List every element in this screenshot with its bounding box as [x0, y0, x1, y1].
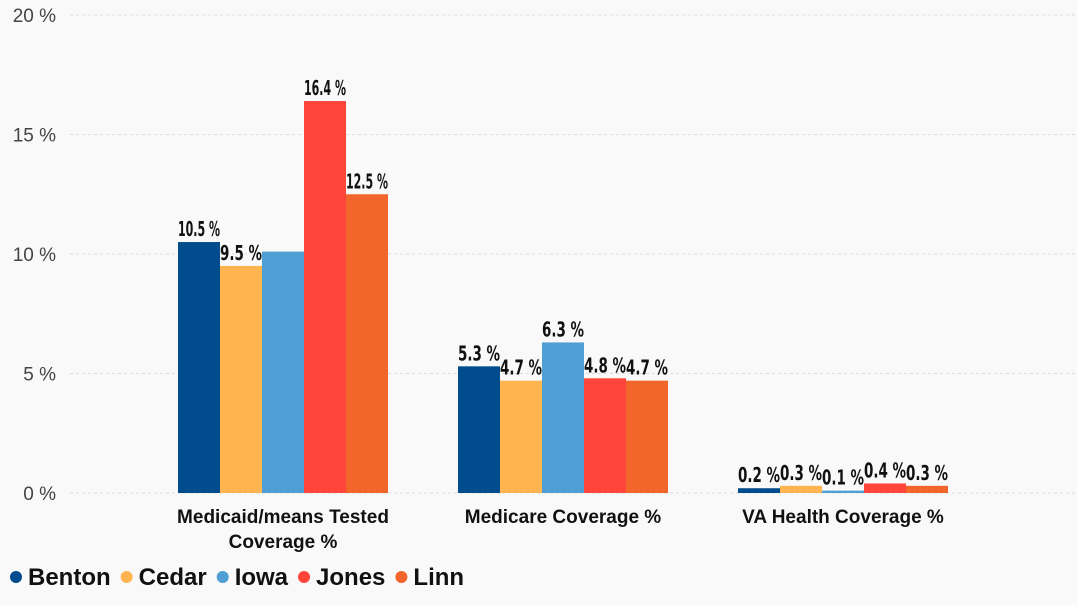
category-label: VA Health Coverage %	[742, 507, 944, 528]
legend-marker-benton	[10, 571, 22, 583]
legend-label-benton: Benton	[28, 564, 111, 591]
data-label: 16.4 %	[304, 76, 346, 100]
data-label: 4.8 %	[584, 353, 626, 377]
data-label: 0.3 %	[906, 461, 948, 485]
bar-iowa	[262, 251, 304, 493]
legend-label-iowa: Iowa	[235, 564, 289, 591]
bar-linn	[626, 380, 668, 493]
y-tick-label: 10 %	[13, 245, 56, 266]
category-label: Medicaid/means Tested	[177, 507, 389, 528]
data-label: 6.3 %	[542, 317, 584, 341]
category-label: Medicare Coverage %	[465, 507, 662, 528]
bar-linn	[906, 485, 948, 493]
legend-marker-linn	[395, 571, 408, 583]
bar-cedar	[780, 485, 822, 493]
category-label: Coverage %	[229, 532, 338, 553]
legend-marker-jones	[298, 571, 311, 583]
legend-label-linn: Linn	[413, 564, 464, 591]
y-tick-label: 15 %	[13, 126, 56, 147]
data-label: 0.2 %	[738, 463, 780, 487]
legend-label-cedar: Cedar	[139, 564, 207, 591]
bar-jones	[864, 483, 906, 493]
bar-jones	[584, 378, 626, 493]
bar-jones	[304, 101, 346, 493]
bar-benton	[178, 242, 220, 493]
bar-iowa	[822, 490, 864, 493]
bar-iowa	[542, 342, 584, 493]
data-label: 4.7 %	[626, 356, 668, 380]
bar-linn	[346, 194, 388, 493]
y-tick-label: 5 %	[23, 365, 56, 386]
legend-marker-iowa	[216, 571, 229, 583]
data-label: 0.3 %	[780, 461, 822, 485]
bar-benton	[458, 366, 500, 493]
data-label: 0.4 %	[864, 458, 906, 482]
y-tick-label: 0 %	[23, 484, 56, 505]
data-label: 10.5 %	[178, 217, 220, 241]
legend-label-jones: Jones	[316, 564, 385, 591]
bar-benton	[738, 488, 780, 493]
data-label: 5.3 %	[458, 341, 500, 365]
data-label: 4.7 %	[500, 356, 542, 380]
bar-cedar	[500, 380, 542, 493]
legend-marker-cedar	[120, 571, 133, 583]
y-tick-label: 20 %	[13, 6, 56, 27]
bar-cedar	[220, 265, 262, 493]
data-label: 9.5 %	[220, 241, 262, 265]
data-label: 0.1 %	[822, 466, 864, 490]
data-label: 12.5 %	[346, 169, 388, 193]
